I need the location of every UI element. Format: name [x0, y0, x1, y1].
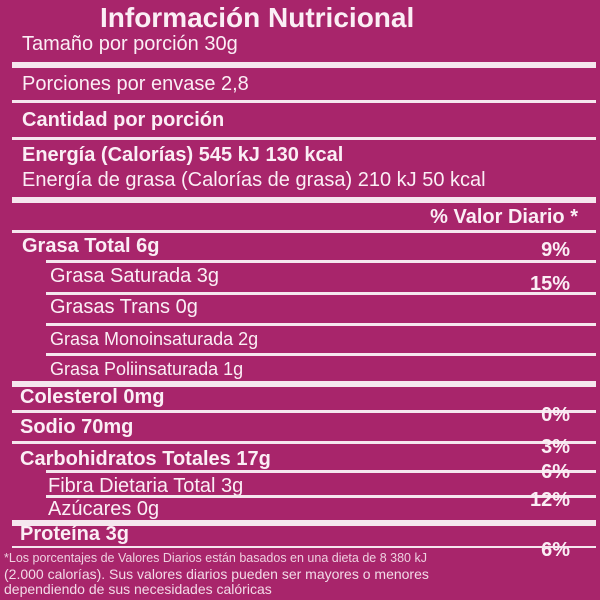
energy-fat: Energía de grasa (Calorías de grasa) 210…	[22, 169, 486, 191]
rule	[46, 470, 596, 473]
daily-value: 3%	[541, 436, 570, 458]
nutrient-name: Fibra Dietaria Total 3g	[48, 475, 244, 497]
nutrient-name: Proteína 3g	[20, 523, 129, 545]
rule	[12, 62, 596, 68]
nutrient-name: Grasa Poliinsaturada 1g	[50, 359, 244, 379]
nutrient-name: Sodio 70mg	[20, 416, 134, 438]
energy: Energía (Calorías) 545 kJ 130 kcal	[22, 144, 344, 166]
rule	[12, 441, 596, 444]
footnote: *Los porcentajes de Valores Diarios está…	[4, 551, 427, 565]
title: Información Nutricional	[100, 2, 415, 33]
dv-header: % Valor Diario *	[430, 206, 578, 228]
serving-size: Tamaño por porción 30g	[22, 33, 238, 55]
daily-value: 0%	[541, 404, 570, 426]
rule	[12, 137, 596, 140]
rule	[12, 410, 596, 413]
rule	[12, 520, 596, 526]
rule	[12, 197, 596, 203]
footnote: (2.000 calorías). Sus valores diarios pu…	[4, 566, 429, 582]
footnote: dependiendo de sus necesidades calóricas	[4, 581, 272, 597]
nutrient-name: Azúcares 0g	[48, 498, 160, 520]
rule	[12, 546, 596, 548]
servings: Porciones por envase 2,8	[22, 73, 249, 95]
nutrient-name: Grasa Saturada 3g	[50, 265, 219, 287]
nutrient-name: Colesterol 0mg	[20, 386, 165, 408]
nutrient-name: Grasa Monoinsaturada 2g	[50, 329, 259, 349]
rule	[46, 323, 596, 326]
nutrient-name: Grasas Trans 0g	[50, 296, 198, 318]
daily-value: 6%	[541, 461, 570, 483]
rule	[12, 100, 596, 103]
rule	[46, 292, 596, 295]
daily-value: 15%	[529, 273, 570, 295]
rule	[12, 381, 596, 387]
rule	[12, 230, 596, 233]
daily-value: 12%	[529, 489, 570, 511]
rule	[46, 353, 596, 356]
amount-header: Cantidad por porción	[22, 109, 225, 131]
rule	[46, 260, 596, 263]
nutrient-name: Carbohidratos Totales 17g	[20, 448, 271, 470]
daily-value: 6%	[541, 539, 570, 561]
rule	[46, 495, 596, 498]
nutrient-name: Grasa Total 6g	[22, 235, 160, 257]
daily-value: 9%	[541, 239, 570, 261]
